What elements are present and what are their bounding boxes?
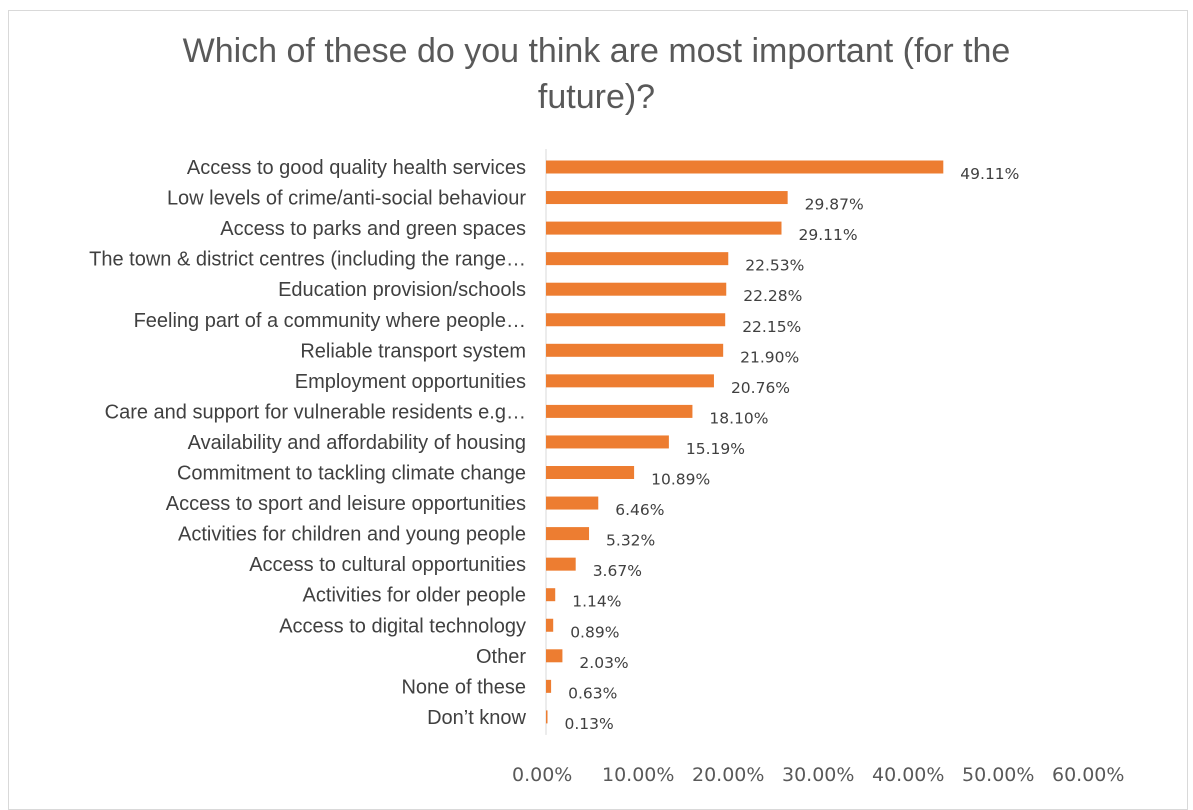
bar bbox=[546, 649, 563, 663]
data-label: 49.11% bbox=[960, 165, 1019, 183]
category-label: Employment opportunities bbox=[295, 371, 526, 393]
data-label: 0.63% bbox=[568, 684, 617, 702]
x-tick-label: 40.00% bbox=[872, 764, 944, 786]
bar bbox=[546, 466, 635, 479]
bar bbox=[546, 588, 556, 602]
data-label: 29.87% bbox=[805, 196, 864, 214]
x-tick-label: 10.00% bbox=[602, 764, 674, 786]
bar bbox=[546, 710, 548, 724]
data-label: 0.13% bbox=[565, 715, 614, 733]
category-label: Access to sport and leisure opportunitie… bbox=[166, 493, 526, 515]
data-label: 22.15% bbox=[742, 318, 801, 336]
category-label: Other bbox=[476, 646, 526, 668]
bar bbox=[546, 404, 693, 418]
category-label: Care and support for vulnerable resident… bbox=[105, 401, 526, 423]
data-label: 5.32% bbox=[606, 532, 655, 550]
bar bbox=[546, 343, 724, 357]
category-label: Don’t know bbox=[427, 707, 526, 729]
bar bbox=[546, 313, 726, 327]
category-label: Access to parks and green spaces bbox=[220, 218, 526, 240]
data-label: 20.76% bbox=[731, 379, 790, 397]
bar bbox=[546, 374, 714, 388]
x-tick-label: 30.00% bbox=[782, 764, 854, 786]
x-tick-label: 20.00% bbox=[692, 764, 764, 786]
bar bbox=[546, 557, 576, 571]
bar bbox=[546, 496, 599, 510]
category-label: The town & district centres (including t… bbox=[89, 249, 526, 271]
bar bbox=[546, 252, 729, 266]
category-label: Access to cultural opportunities bbox=[249, 554, 526, 576]
chart-title-line-2: future)? bbox=[537, 78, 656, 116]
category-label: Activities for children and young people bbox=[178, 524, 526, 546]
bar bbox=[546, 618, 554, 632]
category-label: Low levels of crime/anti-social behaviou… bbox=[167, 188, 526, 210]
bar bbox=[546, 679, 552, 693]
category-label: Activities for older people bbox=[303, 585, 526, 607]
data-label: 6.46% bbox=[615, 501, 664, 519]
category-label: Commitment to tackling climate change bbox=[177, 463, 526, 485]
bar bbox=[546, 527, 590, 541]
chart-title-line-1: Which of these do you think are most imp… bbox=[182, 32, 1011, 70]
x-tick-label: 0.00% bbox=[512, 764, 572, 786]
category-label: Education provision/schools bbox=[278, 279, 526, 301]
data-label: 15.19% bbox=[686, 440, 745, 458]
x-tick-label: 60.00% bbox=[1052, 764, 1124, 786]
data-label: 18.10% bbox=[709, 409, 768, 427]
bar bbox=[546, 282, 727, 296]
category-label: Access to good quality health services bbox=[187, 157, 526, 179]
bar bbox=[546, 435, 669, 449]
data-label: 29.11% bbox=[798, 226, 857, 244]
data-label: 2.03% bbox=[579, 654, 628, 672]
data-label: 21.90% bbox=[740, 348, 799, 366]
data-label: 0.89% bbox=[570, 623, 619, 641]
category-label: Access to digital technology bbox=[279, 615, 526, 637]
bar bbox=[546, 191, 788, 205]
data-label: 22.28% bbox=[743, 287, 802, 305]
category-label: Reliable transport system bbox=[300, 340, 526, 362]
data-label: 10.89% bbox=[651, 471, 710, 489]
category-label: None of these bbox=[401, 676, 526, 698]
bar bbox=[546, 160, 944, 174]
x-tick-label: 50.00% bbox=[962, 764, 1034, 786]
category-label: Feeling part of a community where people… bbox=[134, 310, 526, 332]
data-label: 1.14% bbox=[572, 593, 621, 611]
data-label: 3.67% bbox=[593, 562, 642, 580]
data-label: 22.53% bbox=[745, 257, 804, 275]
bar bbox=[546, 221, 782, 235]
chart-title: Which of these do you think are most imp… bbox=[0, 28, 1193, 120]
category-label: Availability and affordability of housin… bbox=[188, 432, 526, 454]
